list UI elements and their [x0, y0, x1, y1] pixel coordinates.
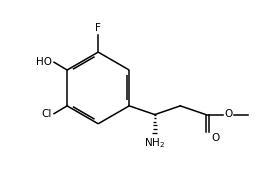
Text: O: O: [224, 109, 232, 119]
Text: HO: HO: [36, 57, 52, 67]
Text: Cl: Cl: [42, 109, 52, 119]
Text: NH$_2$: NH$_2$: [144, 136, 165, 150]
Text: F: F: [95, 23, 101, 33]
Text: O: O: [211, 133, 220, 143]
